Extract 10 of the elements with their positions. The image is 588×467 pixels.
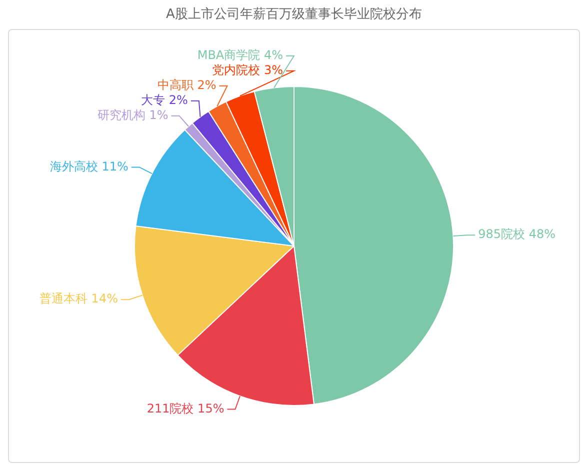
slice-label: 研究机构 1% — [97, 108, 168, 122]
slice-label: 985院校 48% — [478, 227, 556, 242]
slice-label: 普通本科 14% — [39, 292, 118, 306]
slice-label: 中高职 2% — [157, 78, 216, 92]
slice-label: 211院校 15% — [146, 401, 224, 416]
slice-label: 党内院校 3% — [212, 62, 283, 77]
chart-title: A股上市公司年薪百万级董事长毕业院校分布 — [165, 6, 423, 23]
slice-label: 大专 2% — [141, 92, 188, 107]
slice-label: 海外高校 11% — [50, 159, 128, 174]
slice-label: MBA商学院 4% — [197, 48, 283, 62]
